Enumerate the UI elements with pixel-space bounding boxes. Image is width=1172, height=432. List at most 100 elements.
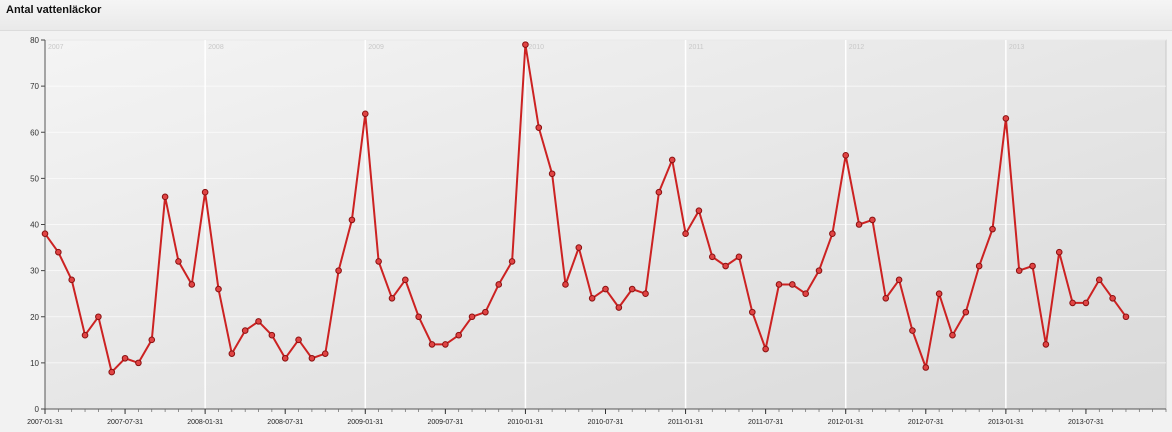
- x-tick-label: 2008-01-31: [187, 419, 223, 426]
- data-point: [1042, 341, 1050, 348]
- x-tick-label: 2010-01-31: [508, 419, 544, 426]
- data-point: [402, 276, 409, 284]
- data-point: [722, 262, 729, 270]
- data-point: [135, 359, 142, 367]
- data-point: [215, 285, 222, 293]
- data-point: [1109, 295, 1116, 302]
- data-point: [1122, 313, 1130, 321]
- data-point: [1069, 299, 1076, 307]
- data-point: [522, 41, 529, 48]
- data-point: [455, 331, 463, 339]
- data-point: [815, 267, 823, 274]
- data-point: [428, 341, 436, 348]
- data-point: [148, 336, 156, 344]
- data-point: [842, 152, 850, 159]
- data-point: [935, 290, 943, 297]
- data-point: [241, 327, 249, 334]
- data-point: [602, 285, 609, 293]
- data-point: [375, 258, 382, 265]
- x-tick-label: 2010-07-31: [588, 419, 624, 426]
- data-point: [949, 331, 956, 339]
- data-point: [775, 281, 783, 288]
- data-point: [308, 354, 316, 362]
- year-label: 2010: [528, 44, 544, 51]
- y-tick-label: 40: [30, 221, 39, 230]
- y-tick-label: 50: [30, 174, 39, 183]
- y-tick-label: 20: [30, 313, 39, 322]
- data-point: [321, 350, 329, 357]
- y-tick-label: 80: [30, 36, 39, 45]
- data-point: [922, 364, 930, 371]
- chart-title: Antal vattenläckor: [6, 4, 102, 16]
- data-point: [1002, 115, 1010, 122]
- data-point: [348, 216, 356, 224]
- y-tick-label: 30: [30, 267, 39, 276]
- year-label: 2009: [368, 44, 384, 51]
- x-tick-label: 2009-07-31: [427, 419, 463, 426]
- y-tick-label: 10: [30, 359, 39, 368]
- x-tick-label: 2012-07-31: [908, 419, 944, 426]
- year-label: 2013: [1009, 44, 1025, 51]
- data-point: [655, 188, 663, 196]
- data-point: [668, 156, 676, 164]
- data-point: [575, 244, 583, 251]
- data-point: [1095, 276, 1103, 284]
- data-point: [121, 354, 129, 362]
- data-point: [708, 253, 716, 261]
- data-point: [642, 290, 649, 297]
- data-point: [802, 290, 809, 297]
- x-tick-label: 2011-07-31: [748, 419, 783, 426]
- data-point: [735, 253, 743, 261]
- data-point: [628, 285, 636, 293]
- year-label: 2007: [48, 44, 64, 51]
- data-point: [855, 221, 863, 228]
- data-point: [869, 216, 876, 224]
- y-tick-label: 0: [35, 405, 40, 414]
- data-point: [108, 368, 116, 376]
- data-point: [748, 308, 756, 316]
- x-tick-label: 2007-07-31: [107, 419, 143, 426]
- data-point: [909, 327, 916, 334]
- data-point: [762, 345, 769, 353]
- x-tick-label: 2013-01-31: [988, 419, 1024, 426]
- data-point: [415, 313, 422, 321]
- chart-header: [0, 0, 1172, 31]
- data-point: [1015, 267, 1023, 274]
- y-tick-label: 70: [30, 82, 39, 91]
- data-point: [161, 193, 169, 201]
- data-point: [789, 281, 796, 288]
- data-point: [201, 188, 209, 196]
- year-label: 2012: [849, 44, 865, 51]
- data-point: [588, 295, 596, 302]
- data-point: [1082, 299, 1090, 307]
- data-point: [361, 110, 369, 118]
- data-point: [1029, 262, 1036, 270]
- data-point: [962, 308, 970, 316]
- data-point: [1055, 248, 1063, 256]
- year-label: 2008: [208, 44, 224, 51]
- x-tick-label: 2008-07-31: [267, 419, 303, 426]
- data-point: [295, 336, 302, 344]
- data-point: [388, 295, 396, 302]
- data-point: [95, 313, 102, 321]
- data-point: [81, 331, 89, 339]
- year-label: 2011: [689, 44, 704, 51]
- data-point: [829, 230, 836, 238]
- series-line: [44, 43, 1127, 374]
- data-point: [442, 341, 449, 348]
- data-point: [68, 276, 75, 284]
- data-point: [882, 295, 890, 302]
- data-point: [615, 304, 623, 311]
- data-point: [482, 308, 489, 316]
- data-point: [175, 258, 182, 265]
- data-point: [548, 170, 556, 178]
- data-point: [562, 281, 569, 288]
- data-point: [281, 354, 289, 362]
- data-point: [989, 225, 996, 233]
- data-point: [695, 207, 703, 214]
- x-tick-label: 2007-01-31: [27, 419, 63, 426]
- data-point: [508, 258, 516, 265]
- y-tick-label: 60: [30, 128, 39, 137]
- data-point: [188, 281, 196, 288]
- x-tick-label: 2009-01-31: [347, 419, 383, 426]
